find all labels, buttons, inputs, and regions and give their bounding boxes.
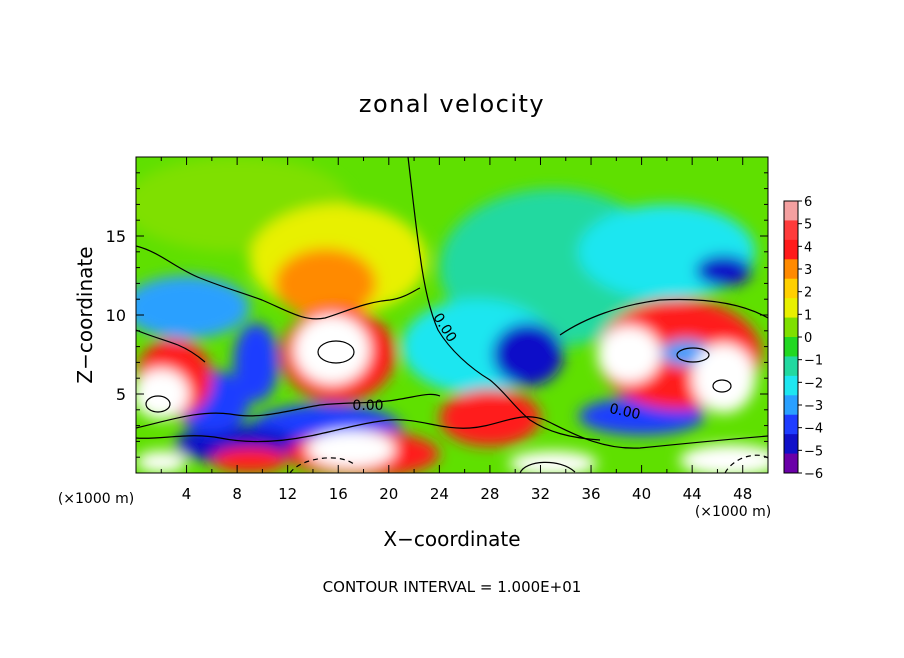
colorbar-swatch [784,317,798,338]
contour-label: 0.00 [352,398,383,414]
colorbar-label: 1 [804,308,812,323]
colorbar-label: 2 [804,286,812,301]
x-tick-label: 48 [733,485,752,503]
colorbar-label: 4 [804,240,812,255]
field-region [695,254,752,287]
x-tick-label: 12 [278,485,297,503]
colorbar-swatch [784,259,798,280]
velocity-field [136,157,768,473]
x-tick-label: 8 [232,485,242,503]
colorbar-label: 0 [804,331,812,346]
y-axis-ticks: 5 10 15 [106,172,768,458]
plot-area: 0.00 0.00 0.00 4 8 12 16 20 24 28 32 36 40 44 48 51… [106,156,769,503]
colorbar-swatch [784,278,798,299]
colorbar-label: 3 [804,263,812,278]
zero-contour-upper-left [136,245,421,320]
field-blobs [136,157,768,473]
x-tick-label: 16 [329,485,348,503]
colorbar-swatch [784,453,798,474]
colorbar-swatch [784,239,798,260]
x-tick-label: 32 [531,485,550,503]
x-tick-label: 44 [683,485,702,503]
x-axis-ticks: 4 8 12 16 20 24 28 32 36 40 44 48 [160,157,752,503]
contour-ring-47 [712,379,732,393]
contour-bottom-32 [519,461,576,473]
x-tick-label: 40 [632,485,651,503]
field-region [597,326,661,383]
x-tick-label: 36 [581,485,600,503]
y-axis-label: Z−coordinate [73,246,97,383]
field-region [211,447,288,473]
field-region [692,343,756,413]
colorbar-label: −5 [804,444,823,459]
zero-contour-vertical [407,157,601,441]
colorbar-swatch [784,434,798,455]
x-tick-label: 24 [430,485,449,503]
field-region [233,322,279,402]
zero-contour-right-upper [559,298,768,336]
colorbar-label: −6 [804,467,823,482]
field-region [679,444,768,473]
colorbar-swatch [784,356,798,377]
colorbar: 6 5 4 3 2 1 0 −1 −2 −3 −4 −5 −6 [783,195,823,482]
field-region [306,430,396,469]
field-region [294,315,370,385]
colorbar-swatch [784,201,798,221]
contour-ring-44 [676,347,710,363]
contour-ring-2 [145,395,171,413]
x-tick-label: 4 [182,485,192,503]
field-region [136,368,190,420]
chart-title: zonal velocity [359,90,545,118]
field-region [136,275,250,339]
colorbar-label: −2 [804,376,823,391]
contour-ring-16 [317,340,355,364]
colorbar-label: 6 [804,195,812,210]
colorbar-swatch [784,414,798,435]
contour-label: 0.00 [608,401,642,423]
colorbar-swatch [784,375,798,396]
field-region [136,450,187,473]
contour-lines [136,157,768,473]
zero-contour-left-inner [136,329,206,363]
y-tick-label: 15 [106,227,126,246]
x-tick-label: 20 [379,485,398,503]
y-tick-label: 10 [106,306,126,325]
colorbar-swatch [784,395,798,416]
x-unit-right: (×1000 m) [695,504,771,520]
colorbar-label: −4 [804,422,823,437]
colorbar-swatch [784,220,798,241]
colorbar-label: −1 [804,354,823,369]
field-region [492,322,564,387]
zero-contour-middle [136,393,441,429]
colorbar-swatch [784,337,798,357]
x-unit-left: (×1000 m) [58,491,134,507]
colorbar-swatch [784,298,798,319]
dashed-contour-bottom-center [289,457,356,473]
zero-contour-lower [136,416,768,449]
field-region [508,450,598,473]
x-tick-label: 28 [480,485,499,503]
contour-interval-note: CONTOUR INTERVAL = 1.000E+01 [323,578,582,596]
y-tick-label: 5 [116,385,126,404]
colorbar-label: −3 [804,399,823,414]
field-region [439,389,541,447]
colorbar-label: 5 [804,218,812,233]
x-axis-label: X−coordinate [383,527,520,551]
